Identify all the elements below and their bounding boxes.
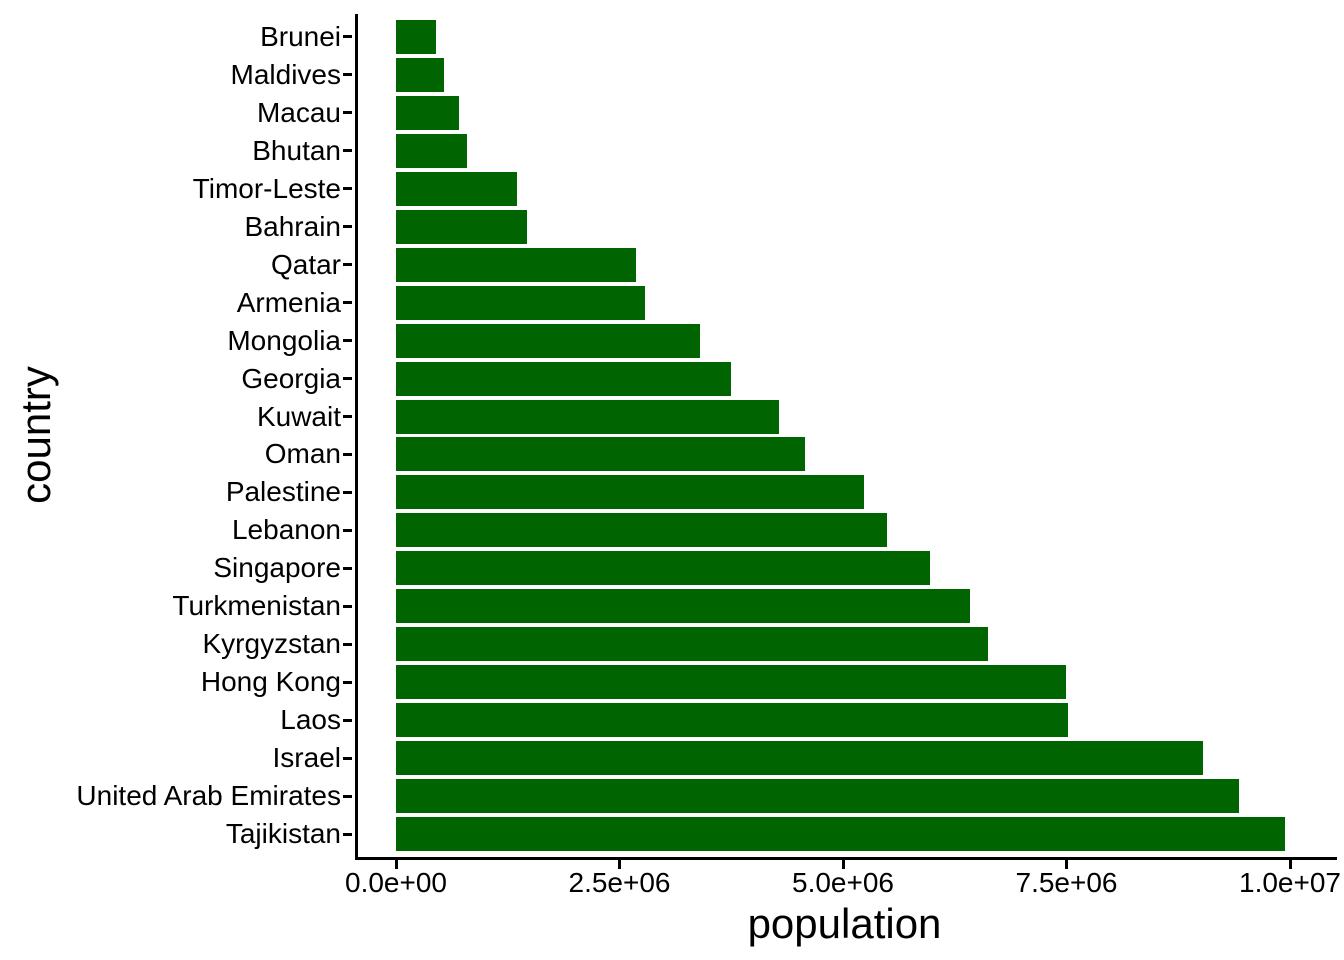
y-tick-label: Brunei xyxy=(260,20,341,52)
y-tick-mark xyxy=(343,756,352,760)
y-tick-label: Georgia xyxy=(241,362,341,394)
y-tick-mark xyxy=(343,490,352,494)
y-tick-mark xyxy=(343,225,352,229)
bar-georgia xyxy=(396,361,731,396)
bar-bhutan xyxy=(396,133,467,168)
x-tick-mark xyxy=(394,860,398,869)
y-tick-label: Bahrain xyxy=(244,210,341,242)
bar-turkmenistan xyxy=(396,589,970,624)
x-tick-label: 0.0e+00 xyxy=(345,867,447,898)
y-tick-label: Maldives xyxy=(230,58,341,90)
x-axis-title: population xyxy=(747,900,942,947)
y-tick-label: Kuwait xyxy=(256,400,341,432)
y-tick-mark xyxy=(343,566,352,570)
y-tick-mark xyxy=(343,604,352,608)
y-tick-label: Kyrgyzstan xyxy=(202,628,342,660)
x-tick-label: 2.5e+06 xyxy=(568,867,671,898)
y-tick-label: Macau xyxy=(256,96,341,128)
bar-bahrain xyxy=(396,209,527,244)
bar-hong-kong xyxy=(396,665,1066,700)
y-tick-label: Hong Kong xyxy=(200,666,341,698)
y-tick-label: Lebanon xyxy=(231,514,341,546)
bar-brunei xyxy=(396,19,436,54)
y-tick-mark xyxy=(343,73,352,77)
bar-mongolia xyxy=(396,323,700,358)
x-tick-label: 7.5e+06 xyxy=(1015,867,1118,898)
bar-macau xyxy=(396,95,459,130)
y-tick-mark xyxy=(343,377,352,381)
bar-armenia xyxy=(396,285,645,320)
bar-palestine xyxy=(396,475,864,510)
x-tick-mark xyxy=(1065,860,1068,869)
x-tick-label: 5.0e+06 xyxy=(792,867,894,898)
y-tick-mark xyxy=(343,149,352,153)
y-tick-mark xyxy=(343,301,352,305)
y-tick-mark xyxy=(343,832,352,836)
bar-singapore xyxy=(396,551,930,586)
y-tick-label: Tajikistan xyxy=(225,818,341,850)
y-tick-label: Armenia xyxy=(236,286,341,318)
y-tick-mark xyxy=(343,794,352,798)
y-tick-mark xyxy=(343,642,352,646)
y-tick-mark xyxy=(343,528,352,532)
x-tick-label: 1.0e+07 xyxy=(1239,867,1341,898)
y-tick-mark xyxy=(343,339,352,343)
y-tick-label: Bhutan xyxy=(252,134,341,166)
y-tick-label: Singapore xyxy=(213,552,341,584)
x-tick-mark xyxy=(1288,860,1292,869)
y-tick-label: Timor-Leste xyxy=(192,172,341,204)
bar-timor-leste xyxy=(396,171,517,206)
y-tick-mark xyxy=(343,415,352,418)
y-tick-mark xyxy=(343,452,352,456)
y-tick-mark xyxy=(343,35,352,39)
bar-kuwait xyxy=(396,399,779,434)
y-tick-label: Qatar xyxy=(270,248,341,280)
x-tick-mark xyxy=(841,860,845,869)
bar-united-arab-emirates xyxy=(396,779,1239,814)
bar-israel xyxy=(396,741,1203,776)
bar-lebanon xyxy=(396,513,887,548)
y-tick-mark xyxy=(343,680,352,684)
bar-qatar xyxy=(396,247,636,282)
y-tick-label: Turkmenistan xyxy=(172,590,341,622)
y-tick-label: Oman xyxy=(264,438,341,470)
bar-maldives xyxy=(396,57,444,92)
y-tick-label: Palestine xyxy=(225,476,341,508)
bar-tajikistan xyxy=(396,817,1285,852)
y-tick-mark xyxy=(343,263,352,267)
y-tick-label: Laos xyxy=(280,704,341,736)
plot-panel xyxy=(355,14,1337,860)
y-tick-mark xyxy=(343,187,352,191)
y-tick-label: United Arab Emirates xyxy=(76,780,341,812)
bar-kyrgyzstan xyxy=(396,627,988,662)
y-tick-label: Mongolia xyxy=(227,324,341,356)
x-tick-mark xyxy=(618,860,621,869)
y-tick-mark xyxy=(343,718,352,722)
bar-laos xyxy=(396,703,1068,738)
y-tick-mark xyxy=(343,111,352,115)
y-tick-label: Israel xyxy=(272,742,341,774)
bar-oman xyxy=(396,437,805,472)
